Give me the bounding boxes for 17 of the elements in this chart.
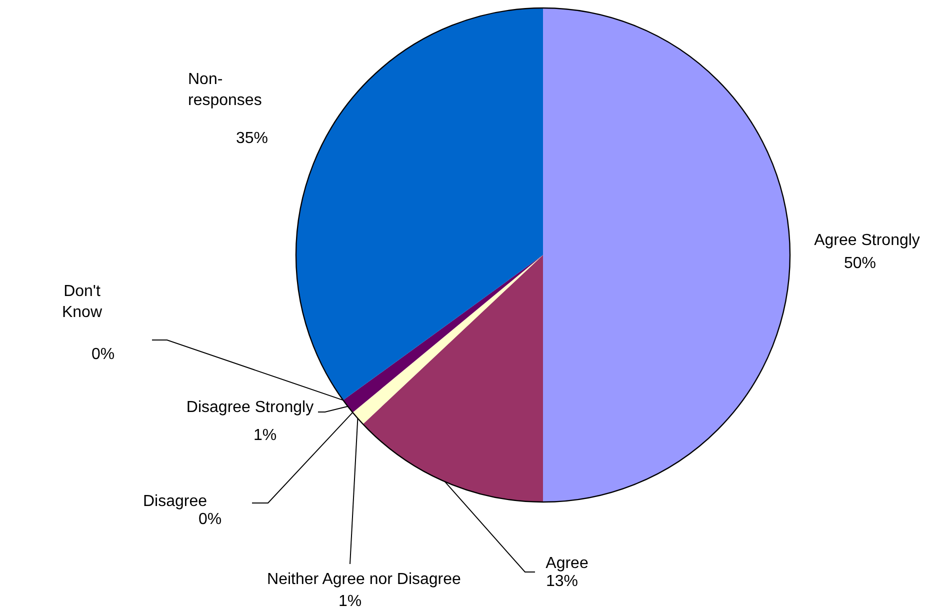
data-label: 35%: [236, 130, 268, 147]
data-label: 1%: [338, 593, 362, 610]
category-label: Disagree: [142, 493, 208, 510]
slice-label: Agree Strongly: [814, 232, 920, 249]
data-label: 1%: [253, 427, 277, 444]
text: 0%: [198, 511, 222, 528]
slice-label: Non-responses: [188, 71, 262, 109]
text: 0%: [91, 346, 115, 363]
pie-slice: [362, 255, 543, 502]
category-label: Don't Know: [62, 283, 102, 321]
data-label: 13%: [546, 573, 578, 590]
slice-label: Neither Agree nor Disagree: [267, 571, 462, 588]
slice-label: Agree: [546, 555, 588, 572]
data-label: 50%: [844, 255, 876, 272]
pie-slice: [543, 8, 790, 502]
pie-slice: [296, 8, 543, 400]
slice-label: Disagree Strongly: [186, 399, 314, 416]
